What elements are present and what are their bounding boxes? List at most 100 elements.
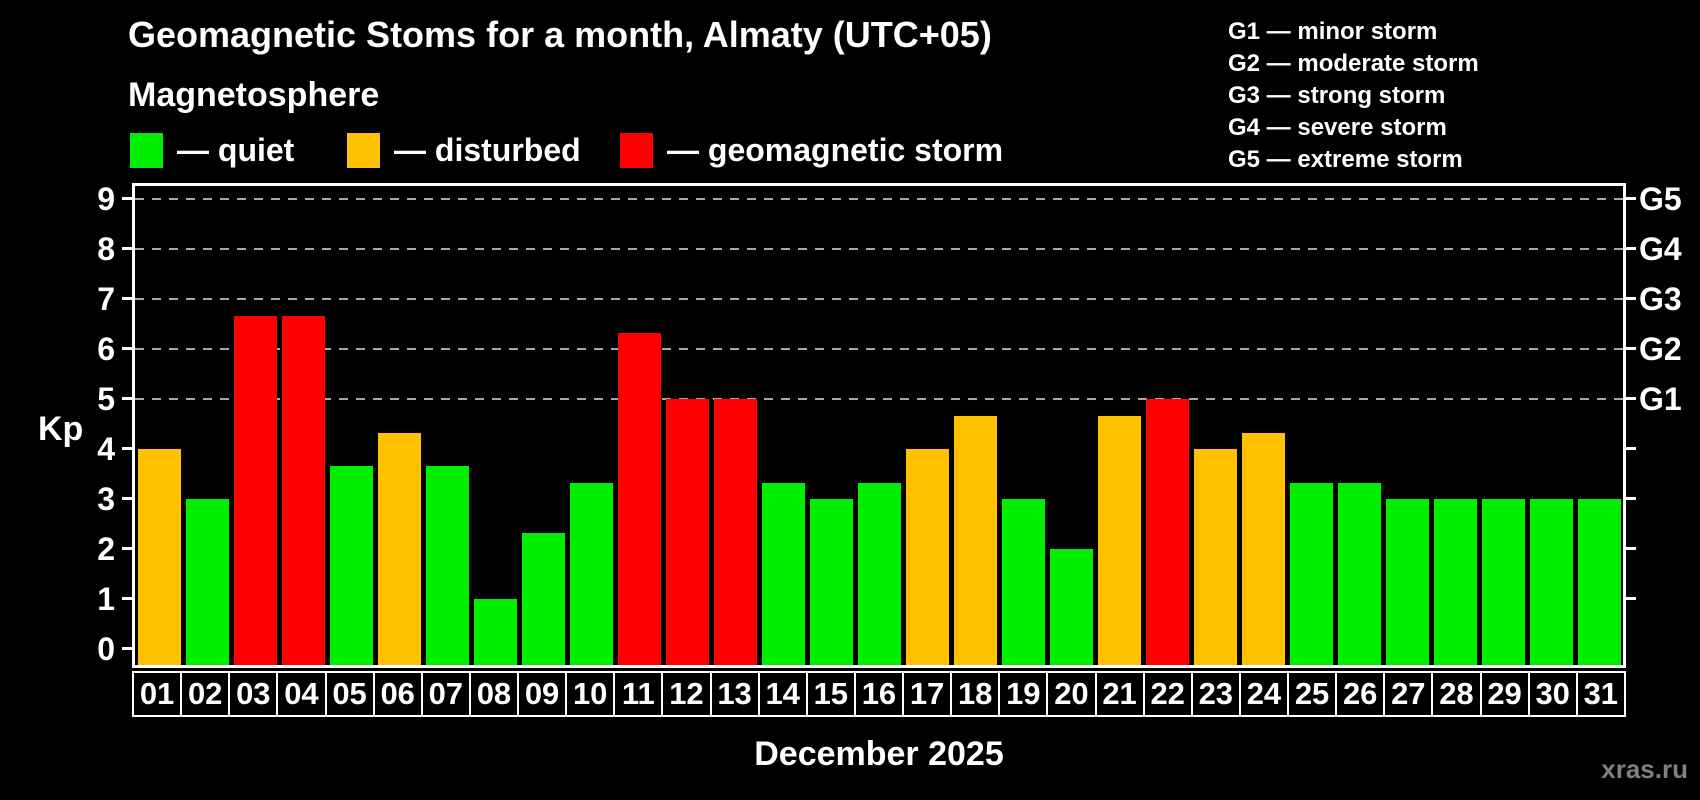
y-tick-label-0: 0 [97,631,115,667]
bar-day-19 [1001,499,1045,665]
right-tick-4 [1626,447,1636,450]
y-tick-4 [122,447,132,450]
g-legend-line-2: G2 — moderate storm [1228,50,1479,77]
day-label-23: 23 [1190,673,1239,715]
bar-day-13 [713,399,757,665]
day-label-14: 14 [757,673,806,715]
y-tick-label-2: 2 [97,531,115,567]
day-label-10: 10 [565,673,613,715]
day-label-22: 22 [1142,673,1191,715]
day-label-09: 09 [517,673,565,715]
gridline-kp-5 [135,398,1623,400]
legend-label-quiet: — quiet [177,131,295,168]
bar-day-23 [1193,449,1237,665]
legend-label-disturbed: — disturbed [394,131,581,168]
right-tick-8 [1626,247,1636,250]
bar-day-31 [1577,499,1621,665]
bar-day-07 [425,465,469,665]
day-label-05: 05 [324,673,373,715]
disturbed-color-swatch [347,132,380,168]
day-label-21: 21 [1094,673,1143,715]
right-tick-9 [1626,197,1636,200]
bar-day-21 [1097,415,1141,665]
y-tick-label-4: 4 [97,431,115,467]
day-label-29: 29 [1479,673,1528,715]
bar-day-09 [521,532,565,665]
g-legend-line-1: G1 — minor storm [1228,18,1438,45]
g-legend-line-5: G5 — extreme storm [1228,146,1463,173]
bar-day-25 [1289,482,1333,665]
bar-day-02 [185,499,229,665]
day-label-11: 11 [613,673,661,715]
watermark: xras.ru [1601,754,1688,784]
g-legend-line-3: G3 — strong storm [1228,82,1446,109]
y-axis-label: Kp [38,410,84,448]
y-tick-label-6: 6 [97,331,115,367]
day-label-12: 12 [661,673,709,715]
bar-day-24 [1241,432,1285,665]
day-label-28: 28 [1431,673,1479,715]
bar-day-05 [329,465,373,665]
right-tick-1 [1626,597,1636,600]
quiet-color-swatch [130,132,163,168]
y-tick-label-9: 9 [97,181,115,217]
bar-day-26 [1337,482,1381,665]
day-label-06: 06 [372,673,421,715]
y-tick-3 [122,497,132,500]
right-axis-label-G4: G4 [1639,231,1682,267]
g-scale-legend: G1 — minor storm G2 — moderate storm G3 — … [1228,16,1479,176]
y-tick-8 [122,247,132,250]
bar-day-03 [233,315,277,665]
bar-day-12 [665,399,709,665]
chart-title: Geomagnetic Stoms for a month, Almaty (U… [128,14,992,55]
day-label-24: 24 [1238,673,1287,715]
y-tick-1 [122,597,132,600]
day-label-20: 20 [1046,673,1094,715]
day-label-07: 07 [420,673,469,715]
gridline-kp-7 [135,298,1623,300]
right-axis-label-G5: G5 [1639,181,1682,217]
y-tick-label-5: 5 [97,381,115,417]
bar-day-01 [137,449,181,665]
day-label-26: 26 [1335,673,1383,715]
day-label-30: 30 [1527,673,1576,715]
day-label-31: 31 [1575,673,1624,715]
day-label-25: 25 [1287,673,1335,715]
right-tick-3 [1626,497,1636,500]
right-axis-label-G3: G3 [1639,281,1682,317]
right-axis-label-G2: G2 [1639,331,1682,367]
right-tick-6 [1626,347,1636,350]
bar-day-16 [857,482,901,665]
y-tick-label-3: 3 [97,481,115,517]
bar-day-29 [1481,499,1525,665]
day-label-13: 13 [709,673,758,715]
legend-label-storm: — geomagnetic storm [667,131,1004,168]
day-label-03: 03 [228,673,276,715]
right-tick-5 [1626,397,1636,400]
gridline-kp-6 [135,348,1623,350]
gridline-kp-9 [135,198,1623,200]
bar-day-06 [377,432,421,665]
g-legend-line-4: G4 — severe storm [1228,114,1447,141]
gridline-kp-8 [135,248,1623,250]
bar-day-04 [281,315,325,665]
legend-item-quiet: — quiet [130,131,294,169]
x-axis-title: December 2025 [754,735,1004,773]
bar-day-15 [809,499,853,665]
bar-day-11 [617,332,661,665]
y-tick-label-7: 7 [97,281,115,317]
right-tick-2 [1626,547,1636,550]
day-label-15: 15 [805,673,854,715]
day-label-16: 16 [853,673,902,715]
day-label-27: 27 [1383,673,1431,715]
bar-day-22 [1145,399,1189,665]
day-label-02: 02 [180,673,228,715]
bar-day-08 [473,599,517,665]
magnetosphere-label: Magnetosphere [128,76,380,114]
bar-day-17 [905,449,949,665]
right-axis-label-G1: G1 [1639,381,1682,417]
day-label-01: 01 [139,676,175,711]
plot-area: 0 1 2 3 4 5 6 7 8 9 G1 G2 G3 G4 G5 [97,183,1682,668]
bar-day-28 [1433,499,1477,665]
